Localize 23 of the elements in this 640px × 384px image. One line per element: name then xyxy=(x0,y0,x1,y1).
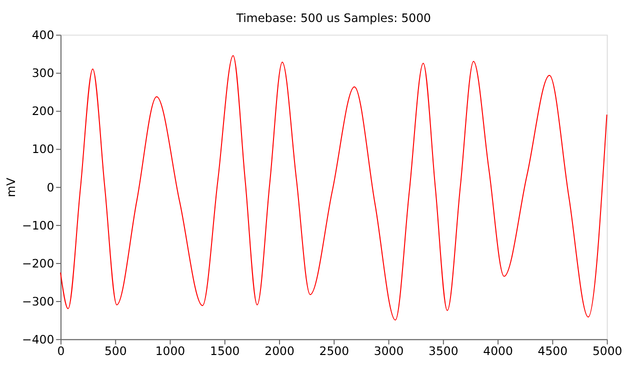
y-tick-label: 400 xyxy=(32,28,54,42)
line-series xyxy=(60,55,608,321)
x-tick-label: 4500 xyxy=(538,344,568,358)
chart-title: Timebase: 500 us Samples: 5000 xyxy=(235,11,431,26)
y-tick-label: −400 xyxy=(22,332,54,346)
y-tick-label: 0 xyxy=(46,180,54,194)
y-tick-label: 300 xyxy=(32,66,54,80)
y-tick-label: −300 xyxy=(22,294,54,308)
x-tick-label: 1500 xyxy=(210,344,240,358)
x-tick-label: 4000 xyxy=(483,344,513,358)
x-tick-label: 0 xyxy=(57,344,65,358)
x-tick-label: 2000 xyxy=(264,344,294,358)
y-tick-label: 100 xyxy=(32,142,54,156)
x-tick-label: 3500 xyxy=(428,344,458,358)
y-tick-label: −200 xyxy=(22,256,54,270)
y-tick-label: 200 xyxy=(32,104,54,118)
x-tick-label: 2500 xyxy=(319,344,350,358)
x-tick-label: 1000 xyxy=(155,344,186,358)
x-tick-label: 500 xyxy=(104,344,127,358)
y-axis-title: mV xyxy=(4,178,18,198)
y-tick-label: −100 xyxy=(22,218,54,232)
x-tick-label: 3000 xyxy=(374,344,404,358)
x-tick-label: 5000 xyxy=(592,344,622,358)
